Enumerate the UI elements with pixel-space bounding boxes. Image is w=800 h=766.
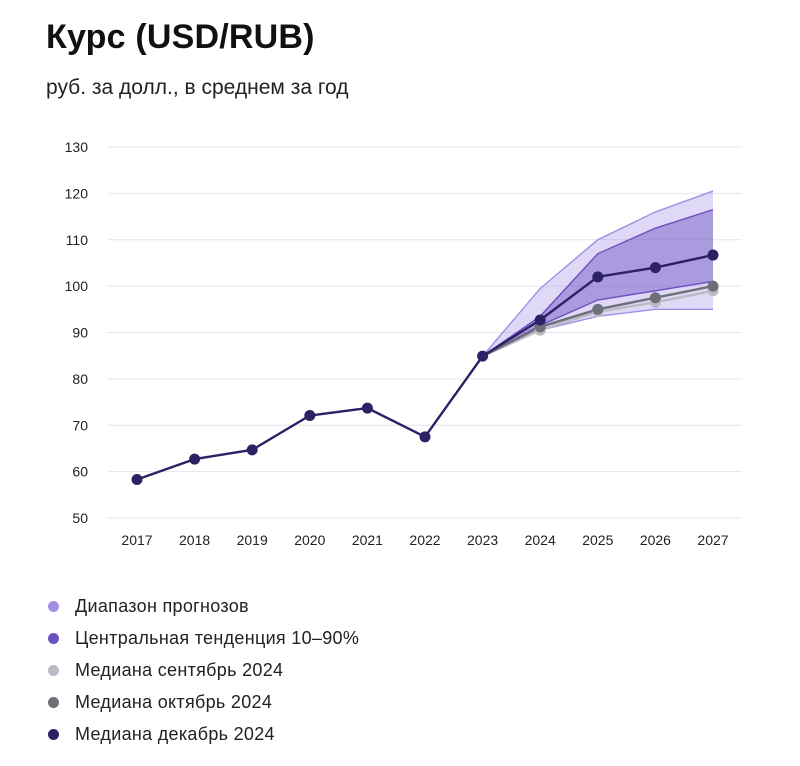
x-tick-label: 2021 [352,532,383,548]
x-tick-label: 2018 [179,532,210,548]
median-dec-2024-point [477,350,489,362]
y-tick-label: 110 [66,232,89,248]
median-dec-2024-point [361,402,373,414]
median-oct-2024-point [707,280,719,292]
median-dec-2024-point [707,249,719,261]
x-tick-label: 2027 [697,532,728,548]
legend-marker-median-sep [48,664,59,676]
x-axis-ticks: 2017 2018 2019 2020 2021 2022 2023 2024 2025 2026… [121,532,728,548]
y-tick-label: 90 [72,325,88,341]
y-axis-ticks: 50 60 70 80 90 100 110 120 130 [65,139,89,526]
grid-lines [108,146,742,519]
legend-marker-median-oct [48,696,59,708]
median-dec-2024-point [534,314,546,326]
median-dec-2024-point [304,410,316,422]
median-dec-2024-point [592,271,604,283]
x-tick-label: 2020 [294,532,325,548]
chart-title: Курс (USD/RUB) [46,18,315,56]
median-oct-2024-point [649,292,661,304]
legend-label-median-oct: Медиана октябрь 2024 [75,691,273,712]
y-tick-label: 80 [72,371,88,387]
median-dec-2024-point [189,453,201,465]
x-tick-label: 2023 [467,532,498,548]
x-tick-label: 2017 [121,532,152,548]
legend-item-median-dec: Медиана декабрь 2024 [46,718,359,750]
x-tick-label: 2026 [640,532,671,548]
legend: Диапазон прогнозов Центральная тенденция… [46,590,359,750]
legend-label-central: Центральная тенденция 10–90% [75,627,360,648]
y-tick-label: 70 [72,417,88,433]
legend-item-range: Диапазон прогнозов [46,590,359,622]
x-tick-label: 2019 [237,532,268,548]
y-tick-label: 120 [65,185,89,201]
y-tick-label: 130 [65,139,89,155]
y-tick-label: 100 [65,278,89,294]
legend-label-median-sep: Медиана сентябрь 2024 [75,659,284,680]
chart-subtitle: руб. за долл., в среднем за год [46,76,349,99]
legend-marker-median-dec [48,728,59,740]
x-tick-label: 2022 [409,532,440,548]
legend-item-median-oct: Медиана октябрь 2024 [46,686,359,718]
y-tick-label: 60 [72,464,88,480]
legend-label-median-dec: Медиана декабрь 2024 [75,723,275,744]
median-dec-2024-point [131,474,143,486]
forecast-range-band-upper-edge [482,190,714,357]
y-tick-label: 50 [72,510,88,526]
median-dec-2024-point [419,431,431,443]
series-points [131,249,719,486]
central-tendency-band-upper-edge [482,208,714,357]
x-tick-label: 2024 [525,532,556,548]
median-oct-2024-point [592,303,604,315]
x-tick-label: 2025 [582,532,613,548]
legend-marker-range [48,600,59,612]
legend-item-central: Центральная тенденция 10–90% [46,622,359,654]
legend-marker-central [48,632,59,644]
median-dec-2024-point [246,444,258,456]
median-dec-2024-point [649,262,661,274]
legend-label-range: Диапазон прогнозов [75,595,249,616]
legend-item-median-sep: Медиана сентябрь 2024 [46,654,359,686]
